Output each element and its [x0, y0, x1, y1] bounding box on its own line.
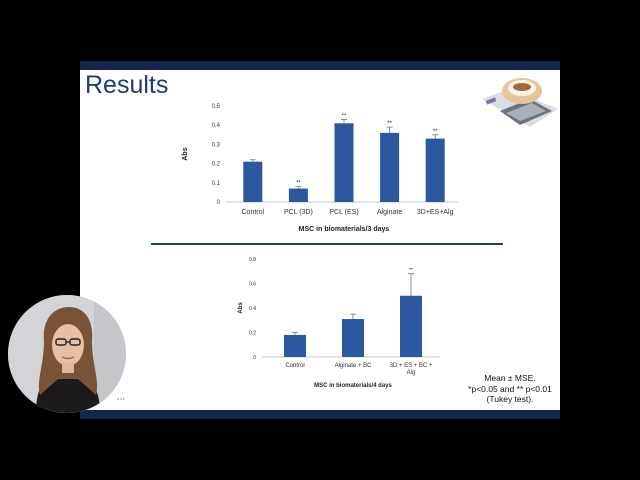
category-label: Control [242, 209, 265, 216]
y-tick-label: 0 [217, 200, 221, 206]
significance-label: ** [387, 121, 392, 127]
y-tick-label: 0.4 [212, 123, 221, 129]
slide-bottom-band [80, 410, 560, 419]
y-tick-label: 0.8 [249, 257, 256, 263]
y-tick-label: 0.4 [249, 306, 256, 312]
y-axis-label: Abs [238, 302, 244, 314]
section-divider [151, 243, 503, 245]
more-options-icon[interactable]: ··· [113, 394, 129, 408]
significance-label: ** [409, 268, 413, 274]
category-label: Control [285, 363, 304, 369]
y-tick-label: 0.2 [249, 331, 256, 337]
x-axis-label: MSC in biomaterials/3 days [299, 226, 390, 233]
y-tick-label: 0.6 [249, 282, 256, 288]
slide-top-band [80, 61, 560, 70]
bar [425, 138, 445, 202]
cup-and-saucer-decoration-icon [480, 69, 558, 132]
category-label: 3D + ES + BC + Alg [390, 363, 433, 376]
significance-label: ** [433, 129, 438, 135]
presenter-webcam [8, 295, 126, 413]
bar [380, 132, 400, 202]
chart-3-days: 0 0.1 0.2 0.3 0.4 0.5 Abs Control ** PCL (3D) ** PC… [170, 99, 460, 244]
bar [334, 123, 354, 202]
bar [284, 334, 306, 357]
significance-label: ** [296, 181, 301, 187]
note-line: Mean ± MSE. [484, 373, 536, 383]
bar [342, 319, 364, 357]
bar [243, 161, 263, 202]
bar [400, 295, 422, 357]
category-label: PCL (3D) [284, 209, 313, 216]
y-axis-label: Abs [182, 147, 189, 160]
y-tick-label: 0 [253, 355, 256, 361]
y-tick-label: 0.3 [212, 142, 221, 148]
presentation-slide: Results 0 0.1 0.2 0.3 0.4 0.5 Abs Control ** PCL … [80, 61, 560, 419]
slide-title: Results [85, 71, 169, 99]
category-label: Alginate [377, 209, 402, 216]
x-axis-label: MSC in biomaterials/4 days [314, 383, 392, 389]
note-line: (Tukey test). [486, 394, 534, 404]
bar [288, 188, 308, 202]
category-label: Alginate + BC [335, 363, 373, 369]
chart-svg: 0 0.2 0.4 0.6 0.8 Abs Control Alginate + BC ** 3D… [238, 257, 440, 389]
chart-4-days: 0 0.2 0.4 0.6 0.8 Abs Control Alginate + BC ** 3D… [230, 249, 450, 399]
note-line: *p<0.05 and ** p<0.01 [468, 383, 552, 394]
category-label: 3D+ES+Alg [417, 209, 454, 216]
chart-svg: 0 0.1 0.2 0.3 0.4 0.5 Abs Control ** PCL (3D) ** PC… [182, 104, 458, 233]
y-tick-label: 0.1 [212, 181, 221, 187]
statistics-note: Mean ± MSE. *p<0.05 and ** p<0.01 (Tukey… [460, 373, 560, 405]
y-tick-label: 0.5 [212, 104, 221, 110]
y-tick-label: 0.2 [212, 162, 221, 168]
significance-label: ** [342, 113, 347, 119]
category-label: PCL (ES) [329, 209, 358, 216]
